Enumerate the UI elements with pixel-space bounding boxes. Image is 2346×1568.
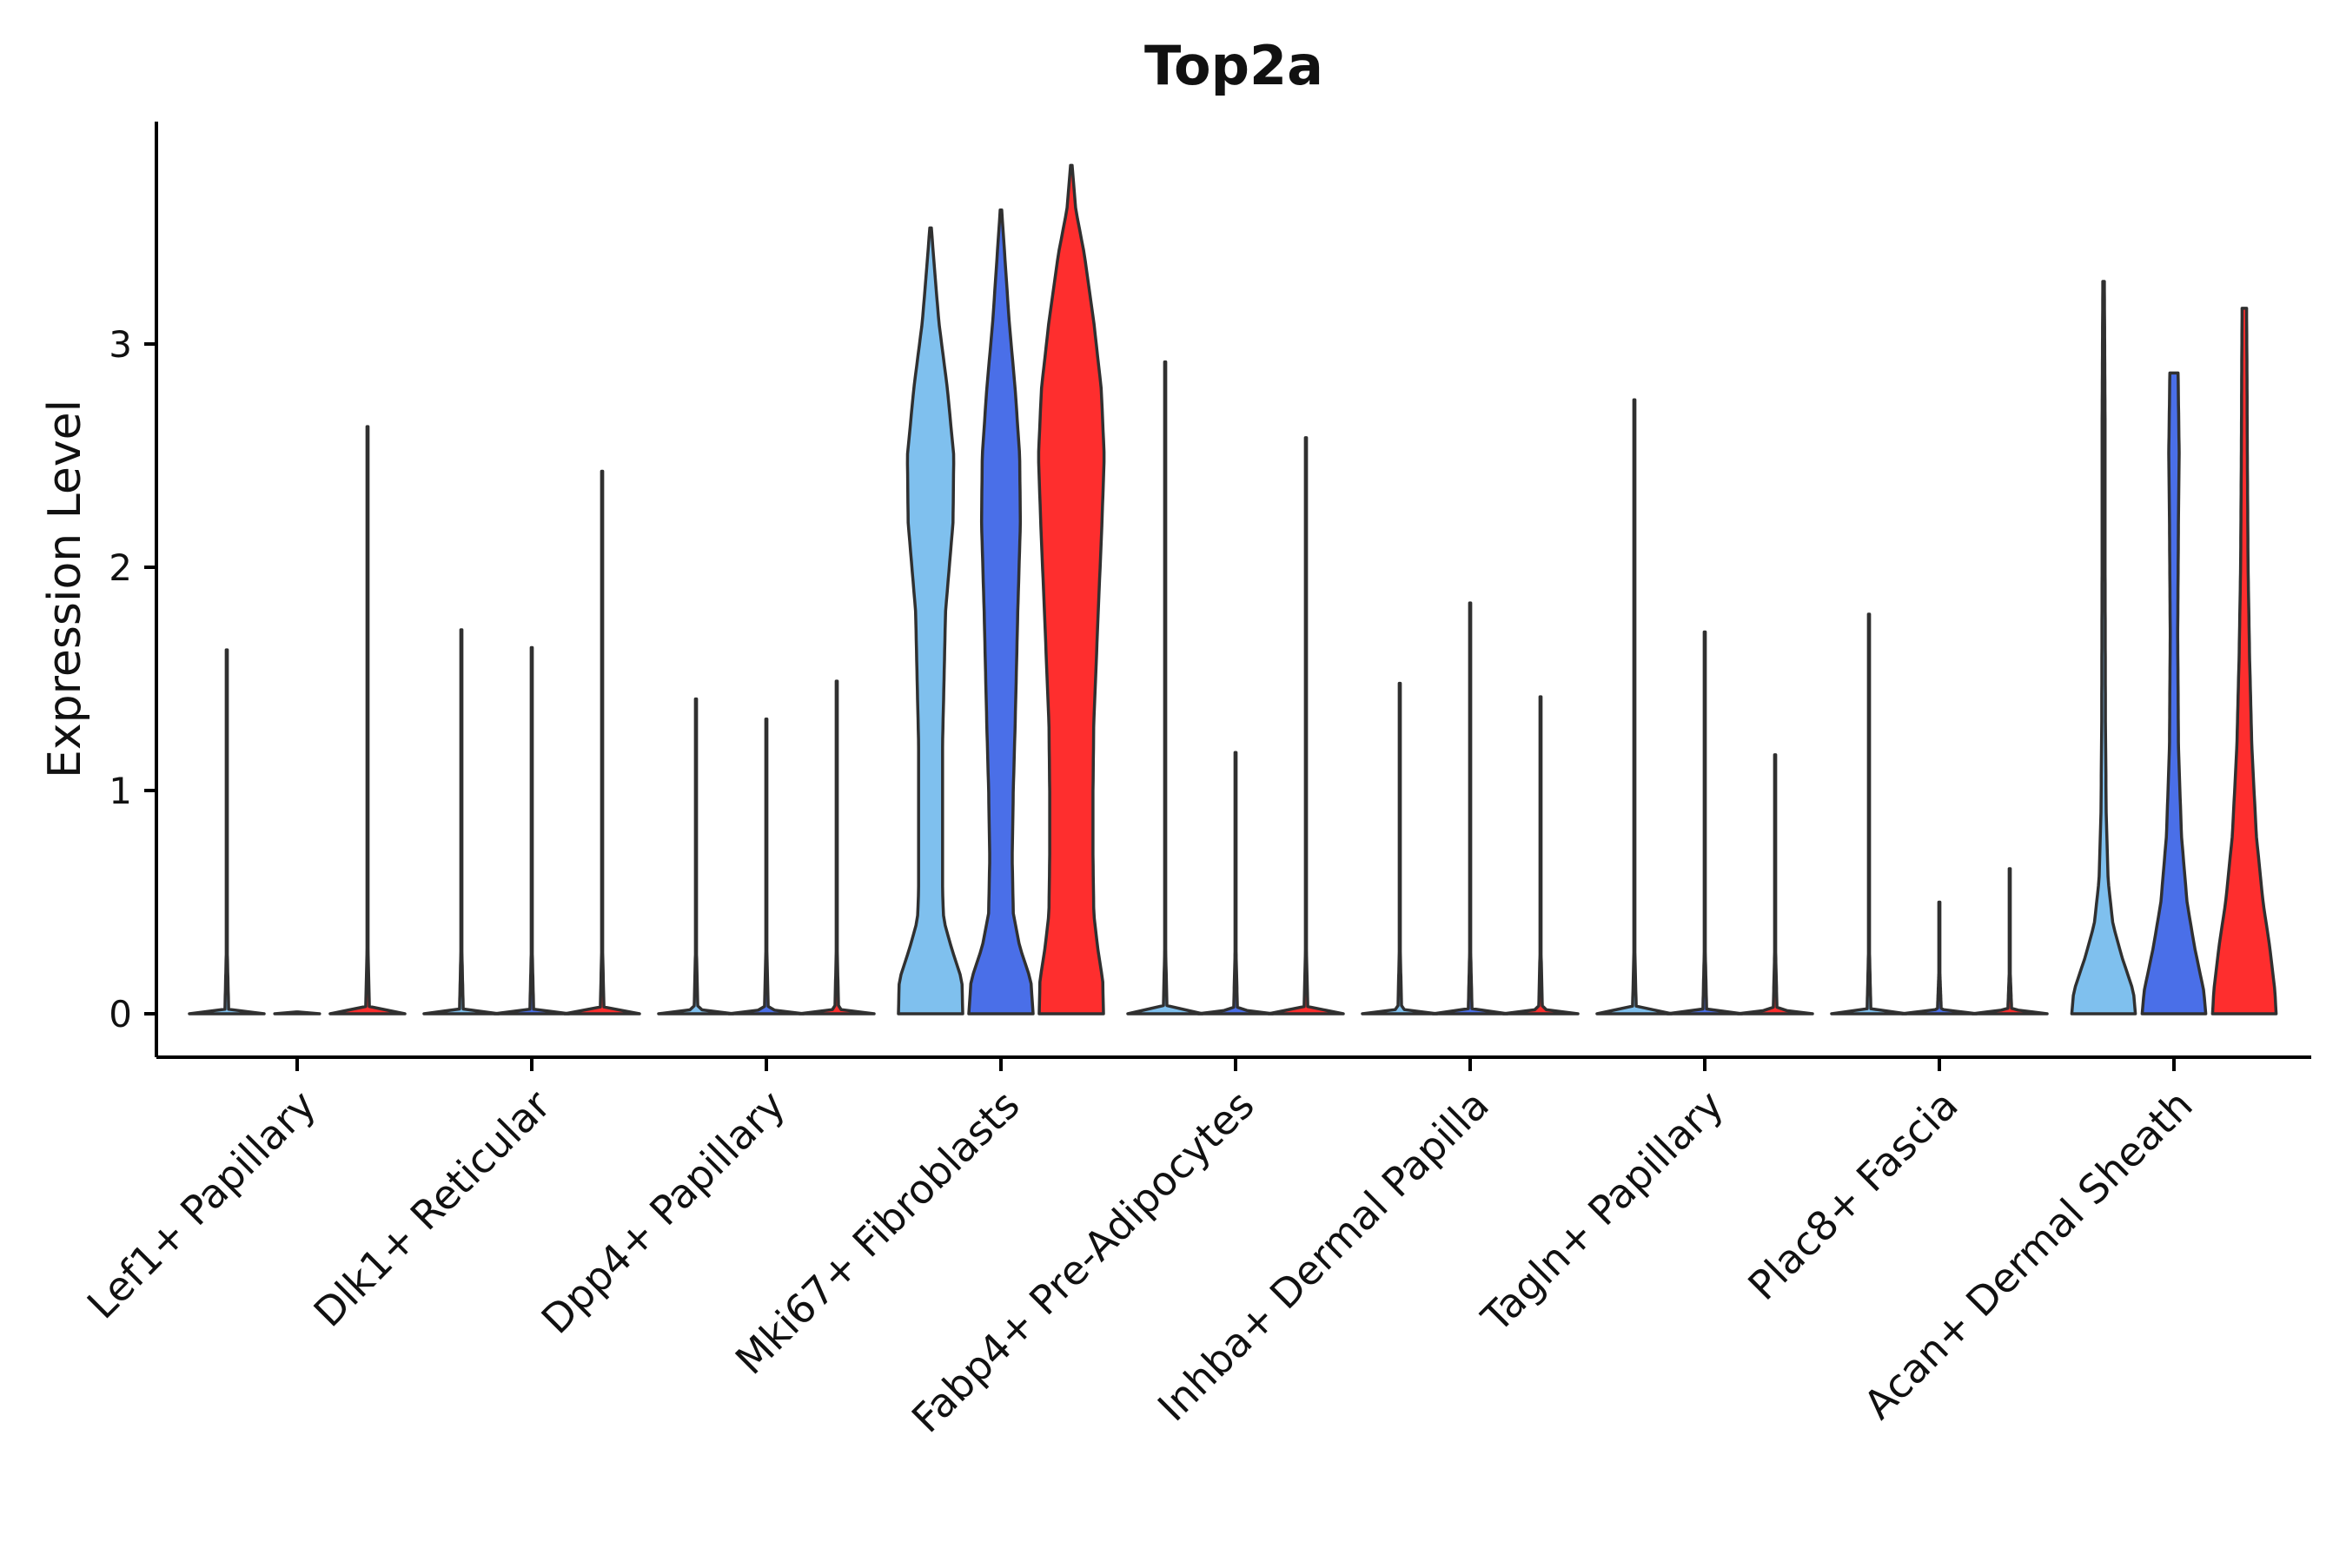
- violin-fabp4-pre-adipocytes-series-1: [1126, 360, 1204, 1016]
- violin-plac8-fascia-series-1: [1830, 612, 1908, 1016]
- y-tick-label-3: 3: [109, 323, 132, 366]
- y-tick-label-2: 2: [109, 546, 132, 589]
- violin-plac8-fascia-series-3: [1971, 867, 2049, 1016]
- violin-lef1-papillary-series-2: [273, 1010, 321, 1016]
- chart-title: Top2a: [1144, 34, 1323, 97]
- violin-acan-dermal-sheath-series-3: [2210, 307, 2278, 1016]
- violin-fabp4-pre-adipocytes-series-3: [1267, 436, 1345, 1016]
- violin-tagln-papillary-series-1: [1595, 398, 1673, 1016]
- violin-plac8-fascia-series-2: [1900, 900, 1978, 1016]
- violin-acan-dermal-sheath-series-2: [2140, 371, 2208, 1016]
- x-tick-label-tagln-papillary: Tagln+ Papillary: [1472, 1082, 1733, 1342]
- y-axis-label: Expression Level: [39, 400, 91, 778]
- violin-tagln-papillary-series-3: [1736, 753, 1814, 1016]
- violin-dpp4-papillary-series-3: [798, 679, 876, 1016]
- violin-inhba-dermal-papilla-series-3: [1501, 695, 1580, 1016]
- x-tick-label-dpp4-papillary: Dpp4+ Papillary: [533, 1082, 794, 1343]
- x-tick-label-lef1-papillary: Lef1+ Papillary: [78, 1082, 325, 1328]
- violin-tagln-papillary-series-2: [1666, 630, 1744, 1016]
- x-tick-label-dlk1-reticular: Dlk1+ Reticular: [305, 1082, 560, 1336]
- y-tick-label-1: 1: [109, 770, 132, 812]
- violin-dlk1-reticular-series-1: [422, 628, 500, 1016]
- violin-dlk1-reticular-series-2: [493, 645, 571, 1016]
- violins-layer: [188, 163, 2278, 1016]
- violin-dpp4-papillary-series-1: [657, 697, 735, 1016]
- y-tick-label-0: 0: [109, 993, 132, 1035]
- violin-mki67-fibroblasts-series-2: [967, 208, 1035, 1016]
- violin-acan-dermal-sheath-series-1: [2070, 280, 2137, 1016]
- violin-dpp4-papillary-series-2: [727, 718, 805, 1016]
- violin-inhba-dermal-papilla-series-1: [1361, 681, 1439, 1016]
- violin-mki67-fibroblasts-series-1: [897, 226, 964, 1016]
- violin-mki67-fibroblasts-series-3: [1037, 163, 1106, 1016]
- violin-lef1-papillary-series-3: [328, 425, 407, 1016]
- violin-lef1-papillary-series-1: [188, 648, 266, 1016]
- x-tick-label-plac8-fascia: Plac8+ Fascia: [1739, 1082, 1966, 1309]
- violin-dlk1-reticular-series-3: [563, 469, 641, 1016]
- violin-fabp4-pre-adipocytes-series-2: [1196, 751, 1275, 1016]
- violin-inhba-dermal-papilla-series-2: [1431, 601, 1509, 1016]
